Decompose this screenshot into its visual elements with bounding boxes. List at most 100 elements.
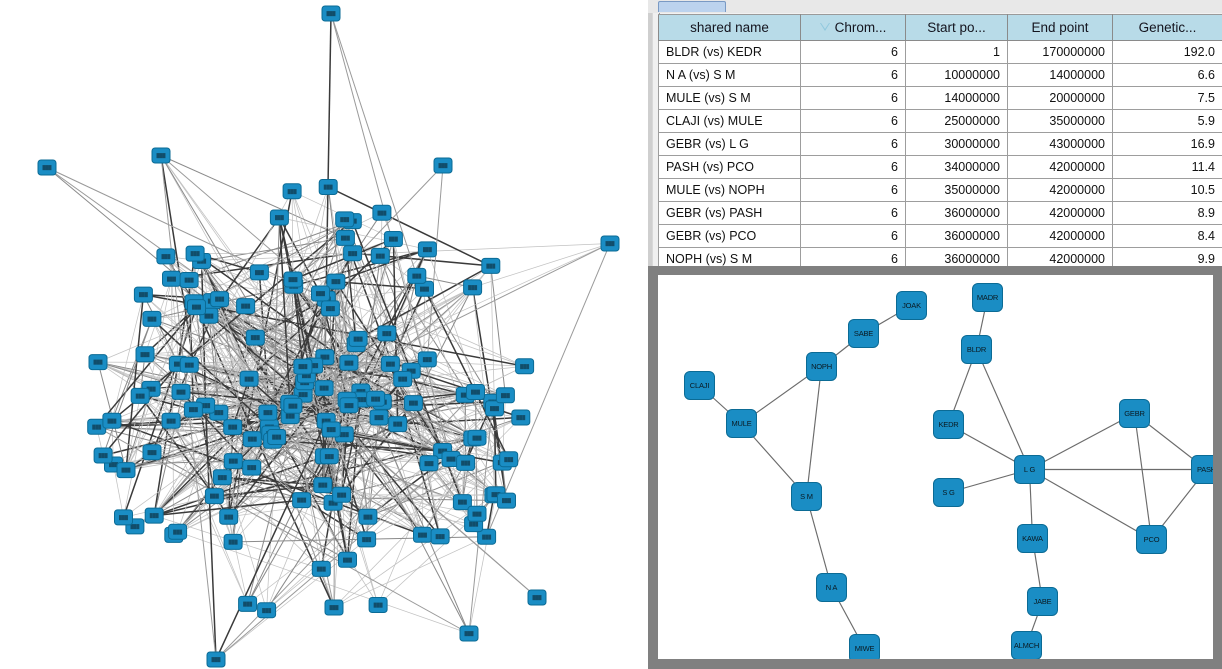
sub-network-node-kawa[interactable]: KAWA (1017, 524, 1048, 553)
table-cell-start-point[interactable]: 30000000 (905, 132, 1008, 156)
main-network-node[interactable] (171, 383, 191, 400)
table-cell-shared-name[interactable]: GEBR (vs) L G (658, 132, 801, 156)
main-network-node[interactable] (204, 488, 224, 505)
main-network-node[interactable] (283, 397, 303, 414)
main-network-edge[interactable] (170, 279, 294, 421)
table-cell-chromosome[interactable]: 6 (800, 224, 906, 248)
main-network-node[interactable] (318, 179, 338, 195)
main-network-node[interactable] (311, 285, 330, 302)
edge-attribute-table[interactable]: shared name Chrom... Start po... End point G… (658, 14, 1222, 266)
table-cell-start-point[interactable]: 10000000 (905, 63, 1008, 87)
edge-table-panel[interactable]: shared name Chrom... Start po... End point G… (648, 0, 1222, 266)
main-network-edge[interactable] (367, 458, 509, 518)
main-network-node[interactable] (358, 508, 378, 525)
main-network-node[interactable] (179, 272, 199, 288)
main-network-edge[interactable] (426, 165, 444, 360)
main-network-node[interactable] (419, 455, 439, 472)
main-network-edge[interactable] (193, 408, 253, 440)
sub-network-node-miwe[interactable]: MIWE (849, 634, 880, 659)
main-network-edge[interactable] (340, 399, 363, 495)
main-network-edge[interactable] (328, 455, 369, 517)
main-network-node[interactable] (369, 409, 389, 426)
sub-network-node-bldr[interactable]: BLDR (961, 335, 992, 364)
main-network-edge[interactable] (222, 455, 330, 478)
main-network-edge[interactable] (143, 294, 330, 457)
main-network-node[interactable] (348, 330, 368, 347)
main-network-node[interactable] (515, 358, 535, 375)
table-cell-chromosome[interactable]: 6 (800, 201, 906, 225)
main-network-edge[interactable] (291, 191, 294, 280)
table-cell-chromosome[interactable]: 6 (800, 86, 906, 110)
main-network-edge[interactable] (251, 467, 323, 486)
main-network-node[interactable] (417, 351, 437, 368)
main-network-edge[interactable] (218, 287, 473, 413)
main-network-node[interactable] (151, 147, 171, 164)
main-network-edge[interactable] (416, 275, 474, 439)
main-network-edge[interactable] (416, 275, 494, 402)
main-network-edge[interactable] (328, 362, 350, 457)
main-network-node[interactable] (485, 400, 504, 417)
main-network-edge[interactable] (490, 265, 506, 396)
main-network-node[interactable] (326, 273, 346, 290)
main-network-edge[interactable] (125, 395, 141, 471)
main-network-node[interactable] (187, 299, 206, 316)
main-network-edge[interactable] (194, 253, 272, 434)
table-tab-handle[interactable] (658, 1, 726, 12)
main-network-edge[interactable] (272, 440, 443, 452)
table-header-genetic[interactable]: Genetic... (1112, 14, 1222, 41)
main-network-node[interactable] (433, 157, 453, 174)
main-network-edge[interactable] (272, 217, 280, 441)
main-network-edge[interactable] (357, 338, 474, 439)
table-cell-shared-name[interactable]: N A (vs) S M (658, 63, 801, 87)
main-network-edge[interactable] (493, 408, 497, 495)
main-network-node[interactable] (335, 229, 355, 246)
main-network-edge[interactable] (344, 433, 503, 464)
main-network-node[interactable] (600, 235, 620, 252)
table-cell-chromosome[interactable]: 6 (800, 155, 906, 179)
main-network-edge[interactable] (113, 378, 250, 465)
table-cell-genetic[interactable]: 192.0 (1112, 40, 1222, 64)
main-network-node[interactable] (223, 453, 243, 470)
main-network-node[interactable] (239, 370, 259, 387)
table-cell-chromosome[interactable]: 6 (800, 109, 906, 133)
table-cell-start-point[interactable]: 34000000 (905, 155, 1008, 179)
main-network-node[interactable] (332, 486, 352, 503)
sub-network-node-gebr[interactable]: GEBR (1119, 399, 1150, 428)
table-cell-chromosome[interactable]: 6 (800, 63, 906, 87)
main-network-node[interactable] (481, 257, 501, 274)
main-network-edge[interactable] (389, 363, 441, 537)
main-network-edge[interactable] (412, 287, 474, 404)
main-network-edge[interactable] (96, 426, 470, 634)
main-network-edge[interactable] (304, 381, 495, 409)
table-row[interactable]: NOPH (vs) S M 6 36000000 42000000 9.9 (658, 247, 1222, 266)
table-cell-shared-name[interactable]: MULE (vs) NOPH (658, 178, 801, 202)
table-header-shared-name[interactable]: shared name (658, 14, 801, 41)
main-network-edge[interactable] (327, 186, 492, 267)
main-network-node[interactable] (133, 286, 153, 303)
main-network-node[interactable] (130, 387, 150, 404)
table-cell-genetic[interactable]: 8.4 (1112, 224, 1222, 248)
sub-network-node-mule[interactable]: MULE (726, 409, 757, 438)
table-cell-genetic[interactable]: 9.9 (1112, 247, 1222, 266)
sub-network-node-jabe[interactable]: JABE (1027, 587, 1058, 616)
main-network-node[interactable] (114, 509, 133, 526)
main-network-edge[interactable] (160, 155, 412, 372)
table-row[interactable]: GEBR (vs) PCO 6 36000000 42000000 8.4 (658, 224, 1222, 248)
table-cell-end-point[interactable]: 42000000 (1007, 247, 1113, 266)
main-network-node[interactable] (135, 346, 155, 363)
main-network-edge[interactable] (160, 155, 346, 239)
main-network-node[interactable] (459, 625, 479, 642)
sub-network-node-n-a[interactable]: N A (816, 573, 847, 602)
main-network-edge[interactable] (221, 306, 246, 478)
main-network-edge[interactable] (232, 219, 346, 428)
main-network-edge[interactable] (201, 243, 611, 262)
main-network-node[interactable] (339, 397, 359, 414)
main-network-edge[interactable] (335, 248, 428, 283)
table-cell-start-point[interactable]: 36000000 (905, 224, 1008, 248)
table-cell-end-point[interactable]: 42000000 (1007, 178, 1113, 202)
table-cell-genetic[interactable]: 8.9 (1112, 201, 1222, 225)
main-network-node[interactable] (257, 602, 277, 619)
table-cell-end-point[interactable]: 42000000 (1007, 201, 1113, 225)
main-network-edge[interactable] (102, 318, 153, 456)
main-network-edge[interactable] (123, 412, 269, 518)
